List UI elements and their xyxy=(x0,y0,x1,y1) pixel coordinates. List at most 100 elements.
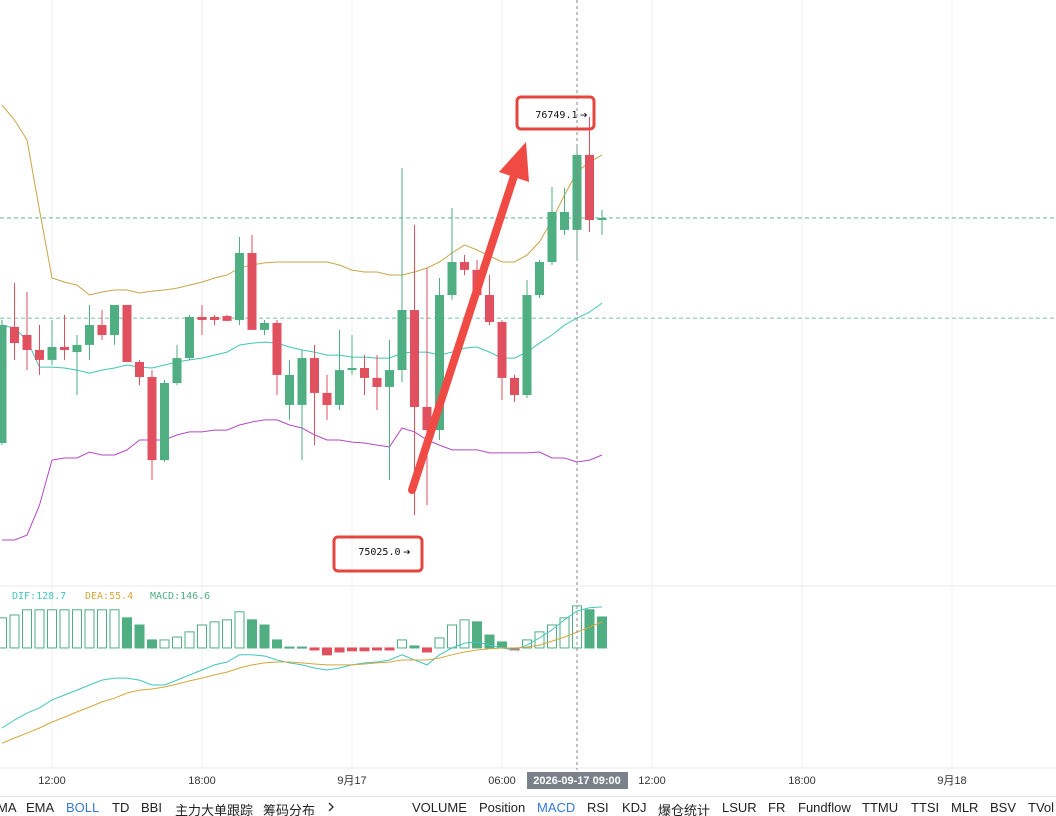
indicator-tab[interactable]: TTSI xyxy=(911,800,940,815)
indicator-tab[interactable]: FR xyxy=(768,800,786,815)
indicator-tab[interactable]: RSI xyxy=(587,800,609,815)
candle-body xyxy=(385,370,394,387)
indicator-tab[interactable]: VOLUME xyxy=(412,800,467,815)
trend-arrow-head xyxy=(499,142,529,182)
macd-bar xyxy=(347,647,357,652)
macd-bar xyxy=(197,624,207,649)
x-tick-label: 9月18 xyxy=(937,775,966,787)
candle-body xyxy=(197,316,207,320)
candle-body xyxy=(310,358,319,393)
indicator-line xyxy=(1,104,603,296)
candle-body xyxy=(347,367,357,371)
indicator-tab[interactable]: BOLL xyxy=(66,800,100,815)
candle-body xyxy=(335,370,344,405)
macd-readout: DEA:55.4 xyxy=(85,591,133,602)
macd-bar xyxy=(597,616,607,649)
indicator-tab[interactable]: Position xyxy=(479,800,526,815)
candle-body xyxy=(460,262,469,270)
candle-body xyxy=(22,334,32,350)
indicator-tab[interactable]: TD xyxy=(112,800,130,815)
candle-body xyxy=(185,316,194,359)
candle-body xyxy=(72,344,82,353)
macd-bar xyxy=(547,624,557,649)
indicator-tab[interactable]: TVol xyxy=(1028,800,1055,815)
macd-bar xyxy=(359,647,370,652)
macd-bar xyxy=(84,609,95,649)
candle-body xyxy=(597,217,607,221)
candle-body xyxy=(222,316,232,321)
more-chevron[interactable] xyxy=(326,800,336,814)
macd-bar xyxy=(484,634,495,649)
macd-bar xyxy=(259,624,270,649)
macd-bar xyxy=(9,614,20,649)
macd-bar xyxy=(222,619,232,649)
indicator-tab[interactable]: 主力大单跟踪 xyxy=(175,803,254,816)
indicator-tab[interactable]: LSUR xyxy=(722,800,757,815)
indicator-tab[interactable]: 筹码分布 xyxy=(263,803,316,816)
macd-bar xyxy=(447,624,457,649)
crosshair-label: 2026-09-17 09:00 xyxy=(533,775,620,787)
candle-body xyxy=(235,253,244,320)
trend-arrow-shaft xyxy=(408,172,518,494)
candle-body xyxy=(110,304,119,335)
indicator-tab[interactable]: MLR xyxy=(951,800,979,815)
macd-bar xyxy=(334,647,345,653)
macd-bar xyxy=(109,609,120,649)
indicator-tab[interactable]: EMA xyxy=(26,800,55,815)
candle-body xyxy=(60,346,69,350)
candle-body xyxy=(147,376,157,461)
indicator-tab[interactable]: MACD xyxy=(537,800,576,815)
macd-bar xyxy=(97,609,107,649)
macd-bar xyxy=(247,619,257,649)
annotation-arrow-icon xyxy=(403,549,411,555)
candle-body xyxy=(497,322,507,378)
highlight-box xyxy=(332,535,424,573)
macd-bar xyxy=(472,621,482,649)
grid-layer: 12:00 18:00 9月17 06:00 12:00 18:00 9月18 xyxy=(0,0,1056,787)
overlay-layer: 76749.1 75025.0 2026-09-17 09:00 DIF:128.7 D… xyxy=(12,0,628,789)
macd-bar xyxy=(284,646,295,649)
candle-body xyxy=(172,358,182,383)
candle-body xyxy=(410,310,419,408)
candle-body xyxy=(272,322,282,375)
candle-body xyxy=(160,382,169,461)
candle-body xyxy=(372,377,382,387)
macd-bar xyxy=(584,609,595,649)
crosshair-label-box xyxy=(527,772,628,789)
candle-body xyxy=(547,211,557,263)
macd-bar xyxy=(34,609,45,649)
macd-bar xyxy=(397,639,407,649)
candle-body xyxy=(247,253,257,330)
macd-bar xyxy=(134,624,145,649)
macd-bar xyxy=(209,621,220,649)
candle-body xyxy=(122,304,132,362)
indicator-tab[interactable]: MA xyxy=(0,800,17,815)
macd-bar xyxy=(459,619,470,649)
highlight-box xyxy=(515,95,596,131)
highlight-layer xyxy=(332,95,596,573)
macd-bar xyxy=(309,647,320,651)
candle-body xyxy=(422,407,432,431)
macd-bar xyxy=(59,609,70,649)
price-annotation: 76749.1 xyxy=(535,110,577,121)
x-tick-label: 9月17 xyxy=(337,775,366,787)
candle-body xyxy=(297,358,307,405)
indicator-tab[interactable]: KDJ xyxy=(622,800,647,815)
indicator-tab[interactable]: TTMU xyxy=(862,800,899,815)
candle-body xyxy=(285,374,294,405)
indicator-tab[interactable]: BSV xyxy=(990,800,1017,815)
chart: 12:00 18:00 9月17 06:00 12:00 18:00 9月18 76749.… xyxy=(0,0,1056,789)
indicator-tab[interactable]: BBI xyxy=(141,800,162,815)
macd-bar xyxy=(322,647,332,656)
candle-body xyxy=(447,262,457,296)
macd-bar xyxy=(234,611,245,649)
candle-body xyxy=(435,295,444,431)
macd-bar xyxy=(272,639,282,649)
indicator-tab[interactable]: 爆仓统计 xyxy=(658,803,711,816)
macd-bar xyxy=(72,609,82,649)
indicator-tab[interactable]: Fundflow xyxy=(798,800,851,815)
candle-body xyxy=(47,346,57,360)
candle-body xyxy=(485,295,494,323)
